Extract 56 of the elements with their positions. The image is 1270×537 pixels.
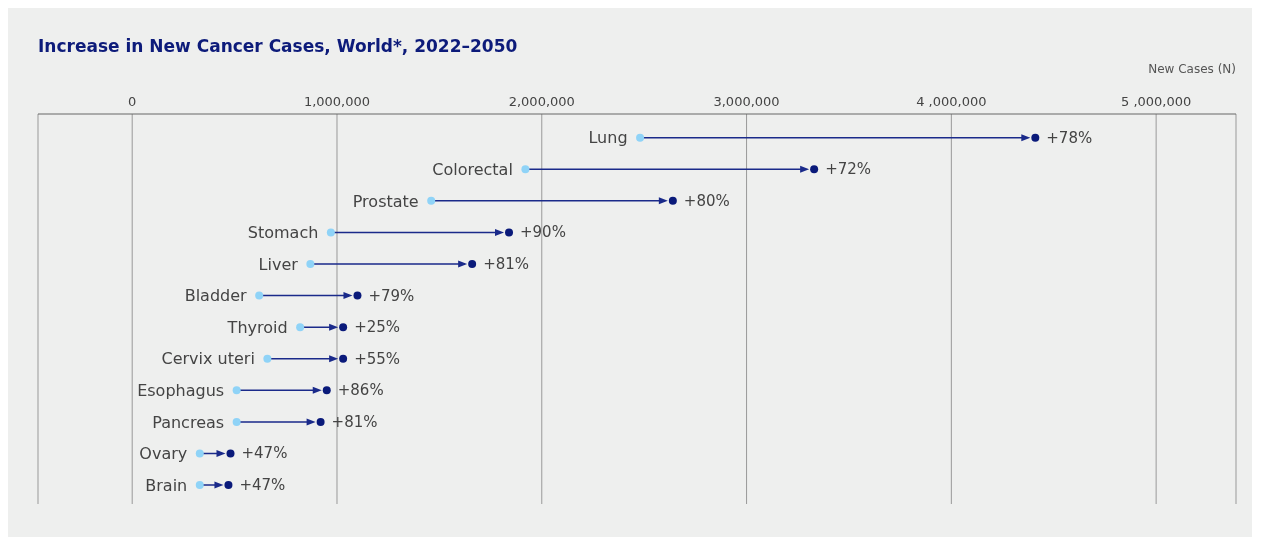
point (232, 417, 241, 426)
x-tick-label: 3,000,000 (713, 94, 780, 109)
point (810, 165, 819, 174)
point (255, 291, 264, 300)
point (505, 228, 514, 237)
point (232, 386, 241, 395)
annotation: +47% (239, 476, 286, 495)
y-tick-label: Brain (145, 475, 188, 495)
point (668, 196, 677, 205)
y-tick-label: Liver (258, 254, 299, 274)
point (263, 354, 272, 363)
y-tick-label: Lung (588, 128, 628, 148)
point (1031, 133, 1040, 142)
y-tick-label: Prostate (352, 191, 419, 211)
annotation: +81% (331, 412, 378, 431)
point (316, 417, 325, 426)
x-tick-label: 4 ,000,000 (916, 94, 987, 109)
y-tick-label: Cervix uteri (161, 349, 255, 369)
x-axis-title: New Cases (N) (1148, 62, 1236, 76)
annotation: +79% (368, 286, 415, 305)
y-tick-label: Colorectal (432, 159, 513, 179)
point (468, 260, 477, 268)
point (306, 260, 315, 268)
annotation: +25% (354, 318, 401, 337)
annotation: +80% (683, 191, 730, 210)
x-tick-label: 0 (128, 94, 137, 109)
point (427, 196, 436, 205)
point (224, 481, 233, 490)
y-tick-label: Stomach (247, 223, 319, 243)
annotation: +81% (483, 255, 530, 273)
x-tick-label: 5 ,000,000 (1120, 94, 1192, 109)
point (195, 449, 204, 458)
point (353, 291, 362, 300)
y-tick-label: Ovary (139, 444, 188, 464)
point (339, 323, 348, 332)
point (326, 228, 335, 237)
chart-title: Increase in New Cancer Cases, World*, 2022–2050 (38, 36, 518, 56)
x-tick-label: 1,000,000 (303, 94, 371, 109)
annotation: +55% (354, 349, 401, 368)
y-tick-label: Bladder (184, 286, 248, 306)
point (521, 165, 530, 174)
annotation: +86% (337, 381, 384, 400)
annotation: +78% (1046, 128, 1093, 147)
point (195, 481, 204, 490)
annotation: +72% (825, 160, 872, 179)
point (226, 449, 235, 458)
annotation: +90% (520, 223, 566, 242)
y-tick-label: Pancreas (152, 412, 225, 432)
point (296, 323, 305, 332)
point (322, 386, 331, 395)
y-tick-label: Thyroid (226, 317, 288, 337)
x-tick-label: 2,000,000 (508, 94, 575, 109)
annotation: +47% (241, 444, 288, 463)
point (339, 354, 348, 363)
point (636, 133, 645, 142)
y-tick-label: Esophagus (137, 381, 225, 400)
